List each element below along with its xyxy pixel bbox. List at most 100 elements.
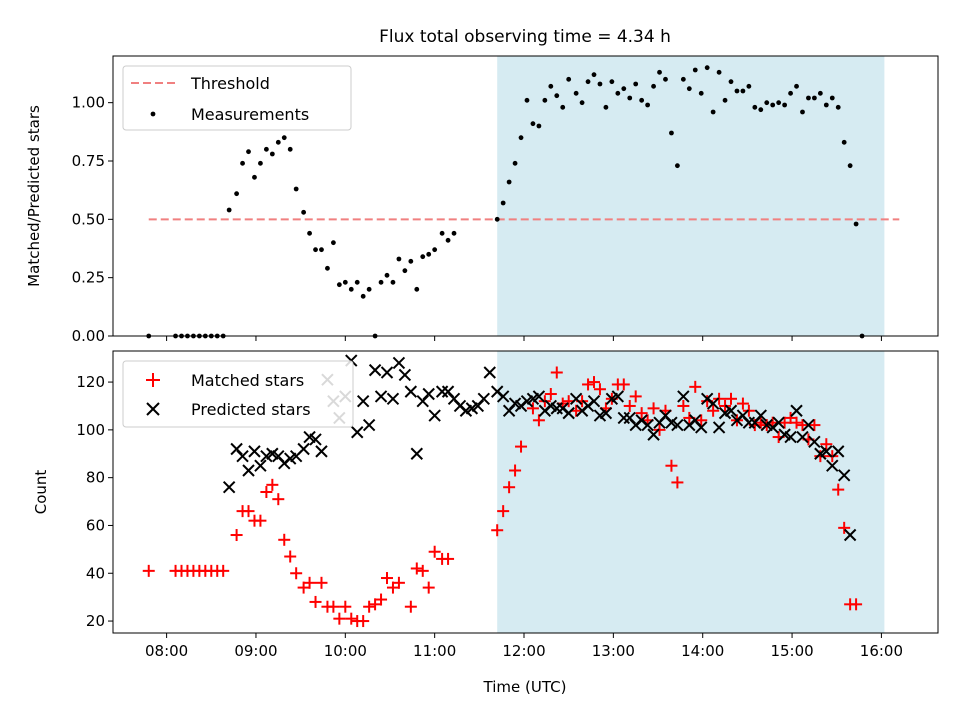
predicted-star-stroke (351, 426, 364, 439)
predicted-star-point (532, 390, 546, 403)
measurement-point (313, 247, 318, 253)
measurement-point (597, 81, 603, 87)
measurements-legend-marker (150, 111, 156, 117)
measurement-point (530, 121, 536, 127)
predicted-star-point (297, 442, 310, 456)
predicted-star-stroke (386, 392, 400, 406)
measurement-point (402, 268, 408, 274)
measurement-point (752, 104, 758, 110)
predicted-star-point (808, 435, 821, 449)
x-tick-label: 11:00 (413, 642, 456, 660)
predicted-star-stroke (784, 430, 797, 444)
measurement-point (674, 163, 680, 169)
matched-star-point (838, 521, 851, 534)
matched-star-point (309, 595, 322, 608)
predicted-star-point (587, 394, 601, 408)
matched-star-point (416, 564, 429, 577)
predicted-star-point (641, 418, 654, 432)
matched-star-point (303, 576, 316, 589)
x-tick-label: 09:00 (234, 642, 277, 660)
bottom-y-tick-label: 60 (86, 516, 105, 534)
predicted-star-stroke (641, 418, 654, 432)
predicted-star-point (599, 406, 613, 420)
bottom-y-axis: 20 40 60 80 100 120 (76, 373, 113, 630)
predicted-star-stroke (374, 390, 388, 403)
matched-star-point (497, 505, 510, 518)
predicted-star-stroke (754, 409, 767, 422)
matched-star-point (363, 600, 376, 613)
measurement-point (494, 216, 500, 222)
predicted-star-stroke (760, 418, 773, 432)
top-legend: Threshold Measurements (122, 65, 352, 131)
matched-star-point (260, 486, 273, 498)
predicted-star-stroke (230, 442, 243, 456)
matched-star-point (392, 576, 405, 589)
bottom-y-tick-label: 80 (86, 469, 105, 487)
measurement-point (698, 90, 704, 96)
predicted-star-point (677, 390, 690, 403)
predicted-star-point (236, 449, 249, 463)
predicted-star-stroke (562, 406, 575, 420)
matched-star-point (526, 402, 539, 415)
matched-star-point (671, 476, 684, 489)
predicted-star-point (784, 430, 797, 444)
measurement-point (384, 272, 390, 278)
measurement-point (645, 102, 651, 108)
predicted-star-point (706, 397, 720, 410)
measurement-point (680, 76, 686, 82)
predicted-star-stroke (380, 366, 394, 379)
predicted-star-point (374, 390, 388, 403)
measurement-point (817, 90, 823, 96)
measurement-point (758, 107, 764, 113)
predicted-star-point (392, 356, 406, 370)
measurement-point (512, 160, 518, 166)
matched-star-point (503, 481, 516, 494)
predicted-star-point (790, 404, 803, 417)
predicted-star-point (724, 404, 738, 417)
predicted-star-point (837, 469, 851, 482)
matched-star-point (532, 414, 545, 427)
matched-star-point (357, 615, 370, 628)
measurement-point (615, 90, 621, 96)
measurement-point (325, 265, 330, 271)
measurement-point (307, 230, 312, 236)
top-y-tick-label: 0.25 (72, 269, 105, 287)
matched-star-point (491, 524, 504, 537)
measurement-point (734, 88, 740, 94)
measurement-point (829, 95, 835, 101)
predicted-star-point (796, 430, 809, 444)
measurement-point (246, 149, 251, 155)
measurement-point (746, 83, 752, 89)
measurement-point (518, 135, 524, 141)
x-tick-label: 13:00 (592, 642, 635, 660)
measurement-point (240, 160, 245, 166)
bottom-legend-frame (122, 360, 354, 428)
matched-star-point (550, 366, 563, 379)
measurement-point (603, 104, 609, 110)
measurement-point (252, 174, 257, 180)
matched-star-point (647, 402, 660, 415)
predicted-star-point (386, 392, 400, 406)
predicted-stars-series (222, 354, 857, 542)
x-tick-label: 15:00 (770, 642, 813, 660)
predicted-star-stroke (599, 406, 613, 420)
predicted-star-point (569, 392, 583, 406)
bottom-panel: 20 40 60 80 100 120 08:00 09:00 10:00 11:00 12:00… (32, 350, 939, 696)
predicted-star-point (843, 528, 857, 542)
measurement-point (445, 237, 451, 243)
predicted-star-stroke (297, 442, 310, 456)
predicted-star-stroke (404, 385, 418, 398)
predicted-star-stroke (832, 445, 845, 458)
x-tick-label: 08:00 (145, 642, 188, 660)
predicted-star-point (647, 428, 660, 441)
matched-star-point (290, 567, 303, 580)
measurement-point (342, 279, 348, 285)
x-tick-label: 10:00 (324, 642, 367, 660)
measurement-point (573, 90, 579, 96)
matched-star-point (725, 392, 738, 405)
matched-star-point (707, 404, 720, 417)
measurement-point (639, 97, 645, 103)
top-y-tick-label: 1.00 (72, 94, 105, 112)
predicted-star-stroke (820, 445, 833, 458)
measurement-point (226, 207, 232, 213)
